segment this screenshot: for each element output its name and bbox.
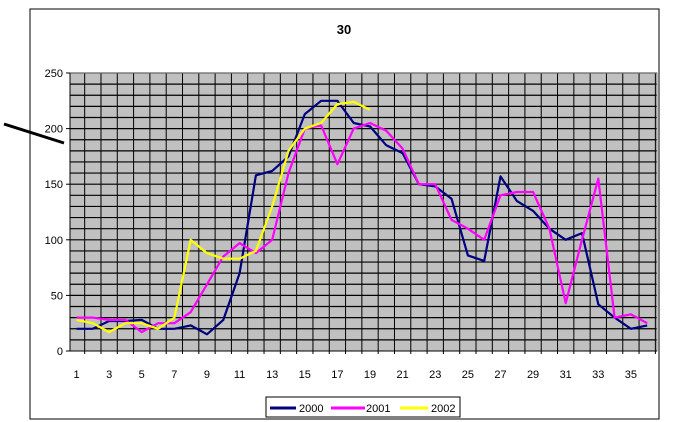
y-tick-label: 150 [45,179,63,191]
grid-lines-vertical [84,73,656,351]
y-axis-ticks: 0 50 100 150 200 250 [45,68,70,358]
callout-line [3,122,65,145]
x-tick-label: 19 [364,369,376,381]
x-tick-label: 11 [234,369,245,381]
series-line-2001 [76,121,648,334]
x-tick-label: 21 [397,369,409,381]
x-tick-label: 29 [527,369,539,381]
x-tick-label: 9 [204,369,210,381]
x-tick-label: 23 [429,369,441,381]
series-line-2002 [76,100,371,334]
y-tick-label: 50 [51,290,63,302]
x-tick-label: 33 [592,369,604,381]
y-tick-label: 100 [45,235,63,247]
legend-label-2002: 2002 [431,403,455,415]
x-tick-label: 31 [560,369,572,381]
x-tick-label: 13 [266,369,278,381]
x-tick-label: 5 [139,369,145,381]
x-tick-label: 7 [171,369,177,381]
y-tick-label: 0 [57,346,63,358]
x-tick-label: 25 [462,369,474,381]
legend-label-2000: 2000 [299,403,323,415]
x-tick-label: 1 [73,369,79,381]
series-lines [76,99,648,336]
x-tick-label: 27 [494,369,506,381]
chart-title: 30 [337,22,351,37]
x-tick-label: 17 [331,369,343,381]
x-axis-ticks: 1 3 5 7 9 11 13 15 17 19 21 23 25 27 29 31 33 35 [73,351,656,381]
legend: 2000 2001 2002 [265,396,461,418]
y-tick-label: 200 [45,124,63,136]
x-tick-label: 35 [625,369,637,381]
plot-area [70,73,657,351]
legend-label-2001: 2001 [366,403,390,415]
x-tick-label: 3 [106,369,112,381]
y-tick-label: 250 [45,68,63,80]
x-tick-label: 15 [299,369,311,381]
